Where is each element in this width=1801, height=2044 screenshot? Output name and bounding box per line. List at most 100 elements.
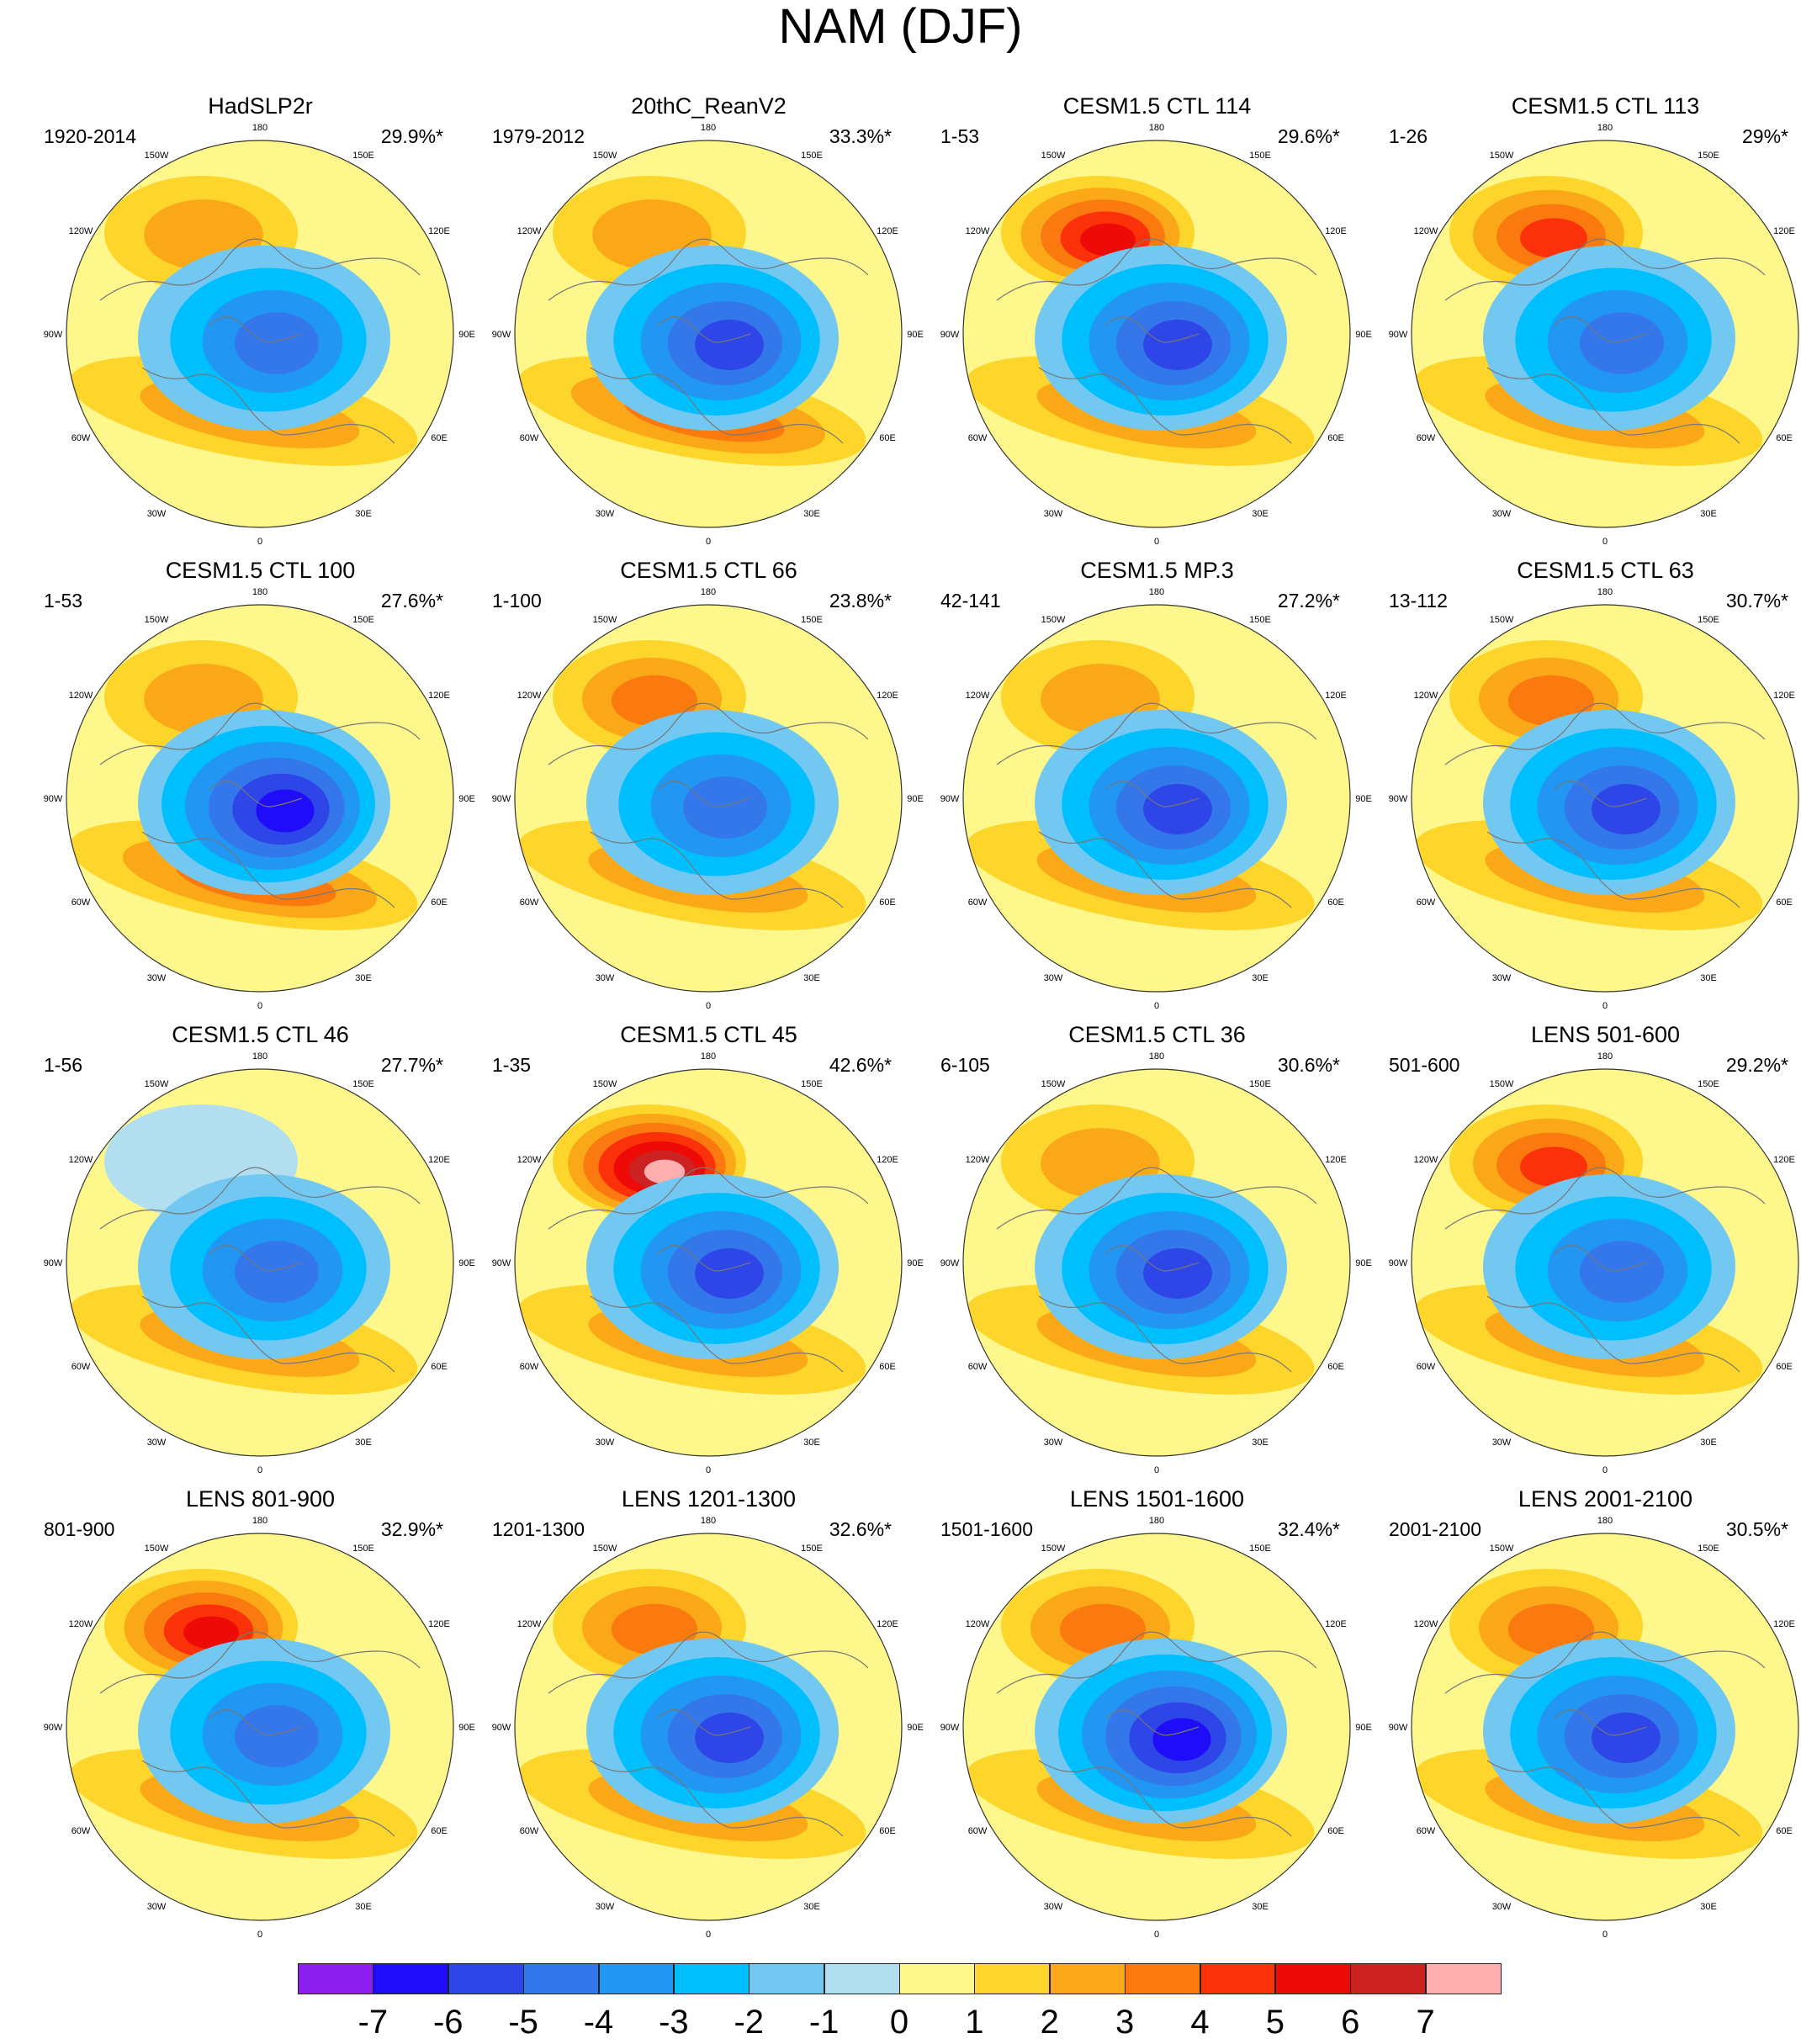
longitude-label: 90W	[44, 1723, 63, 1733]
panel: CESM1.5 CTL 46 1-56 27.7%* 180 150E 120E 90E 60…	[35, 1021, 485, 1486]
colorbar-label: -4	[583, 2004, 614, 2041]
longitude-label: 150E	[801, 151, 823, 161]
longitude-label: 150W	[1490, 615, 1514, 625]
longitude-label: 150W	[1490, 151, 1514, 161]
longitude-label: 30W	[1492, 973, 1512, 983]
longitude-label: 150W	[145, 615, 169, 625]
map-boundary	[1411, 140, 1799, 528]
longitude-label: 0	[706, 1465, 711, 1475]
longitude-label: 30W	[147, 1902, 167, 1912]
coastline	[996, 702, 1317, 908]
panel-variance: 27.2%*	[1277, 590, 1340, 612]
longitude-label: 150E	[1249, 615, 1271, 625]
longitude-label: 90W	[492, 1258, 511, 1268]
longitude-label: 120W	[966, 691, 990, 701]
arctic-contour	[695, 320, 764, 370]
polar-map: 180 150E 120E 90E 60E 30E 0 30W 60W 90W 120W 150W	[492, 123, 924, 547]
longitude-label: 150W	[145, 151, 169, 161]
longitude-label: 120W	[517, 1619, 542, 1629]
polar-map: 180 150E 120E 90E 60E 30E 0 30W 60W 90W 120W 150W	[492, 1051, 924, 1475]
longitude-label: 90E	[458, 330, 475, 340]
longitude-label: 0	[1602, 1001, 1608, 1011]
longitude-label: 0	[1154, 1930, 1159, 1940]
longitude-label: 60W	[520, 1362, 539, 1372]
longitude-label: 180	[1597, 1051, 1613, 1062]
longitude-label: 180	[252, 1051, 268, 1062]
panel-period: 801-900	[44, 1518, 115, 1540]
longitude-label: 150W	[593, 615, 617, 625]
longitude-label: 180	[1149, 1516, 1164, 1526]
longitude-label: 30E	[355, 1902, 372, 1912]
arctic-contour	[256, 789, 315, 833]
pacific-contour	[1507, 1603, 1595, 1655]
map-boundary	[962, 1068, 1351, 1457]
longitude-label: 150E	[801, 615, 823, 625]
pacific-contour	[644, 1159, 686, 1184]
colorbar-label: -2	[734, 2004, 765, 2041]
panel-period: 1920-2014	[44, 125, 136, 147]
longitude-label: 150E	[1698, 1544, 1719, 1554]
longitude-label: 90W	[940, 1723, 960, 1733]
colorbar-label: 5	[1265, 2004, 1285, 2041]
coastline	[99, 702, 421, 908]
longitude-label: 30E	[1700, 509, 1717, 519]
longitude-label: 90E	[1355, 1258, 1372, 1268]
panel-period: 1-56	[44, 1054, 83, 1076]
longitude-label: 0	[257, 1465, 262, 1475]
longitude-label: 90W	[492, 1723, 511, 1733]
panel-variance: 29.6%*	[1277, 125, 1340, 147]
arctic-contour	[235, 312, 319, 374]
longitude-label: 60W	[968, 898, 988, 908]
arctic-contour	[235, 1705, 319, 1767]
polar-map: 180 150E 120E 90E 60E 30E 0 30W 60W 90W 120W 150W	[940, 587, 1372, 1011]
colorbar-label: 6	[1341, 2004, 1360, 2041]
coastline	[1444, 1631, 1766, 1837]
panel-variance: 33.3%*	[829, 125, 892, 147]
colorbar-swatch	[1274, 1963, 1351, 1994]
longitude-label: 60W	[72, 1826, 91, 1836]
colorbar-label: 3	[1115, 2004, 1135, 2041]
panel-variance: 32.4%*	[1277, 1518, 1340, 1540]
longitude-label: 60E	[1776, 433, 1793, 443]
map-boundary	[962, 140, 1351, 528]
panel: LENS 801-900 801-900 32.9%* 180 150E 120E 90E 6…	[35, 1485, 485, 1951]
longitude-label: 120E	[1773, 1155, 1795, 1165]
pacific-contour	[1520, 1146, 1587, 1187]
longitude-label: 150E	[1249, 1079, 1271, 1089]
panel-period: 13-112	[1389, 590, 1448, 612]
longitude-label: 120E	[428, 691, 450, 701]
longitude-label: 120E	[428, 1155, 450, 1165]
colorbar-label: 2	[1040, 2004, 1059, 2041]
longitude-label: 90E	[907, 1723, 924, 1733]
longitude-label: 150W	[593, 1079, 617, 1089]
longitude-label: 150E	[801, 1544, 823, 1554]
map-boundary	[1411, 1533, 1799, 1921]
longitude-label: 60W	[520, 433, 539, 443]
panel-period: 1-26	[1389, 125, 1428, 147]
longitude-label: 180	[1597, 1516, 1613, 1526]
longitude-label: 150W	[593, 151, 617, 161]
longitude-label: 150W	[1490, 1544, 1514, 1554]
pacific-contour	[1059, 1603, 1147, 1655]
longitude-label: 30W	[1492, 1902, 1512, 1912]
panel: LENS 1201-1300 1201-1300 32.6%* 180 150E 120E…	[484, 1485, 934, 1951]
longitude-label: 60E	[879, 1826, 896, 1836]
panel-period: 2001-2100	[1389, 1518, 1481, 1540]
polar-map: 180 150E 120E 90E 60E 30E 0 30W 60W 90W 120W 150W	[492, 1516, 924, 1940]
longitude-label: 120E	[1325, 1155, 1347, 1165]
panel-variance: 29.2%*	[1725, 1054, 1788, 1076]
longitude-label: 30W	[596, 509, 615, 519]
longitude-label: 90W	[492, 330, 511, 340]
longitude-label: 30W	[1044, 973, 1063, 983]
panel-variance: 23.8%*	[829, 590, 892, 612]
polar-map: 180 150E 120E 90E 60E 30E 0 30W 60W 90W 120W 150W	[940, 1516, 1372, 1940]
coastline	[1444, 238, 1766, 444]
longitude-label: 180	[701, 1051, 716, 1062]
longitude-label: 120W	[966, 1155, 990, 1165]
arctic-contour	[1143, 1248, 1212, 1299]
coastline	[1444, 1167, 1766, 1373]
longitude-label: 0	[1154, 1001, 1159, 1011]
longitude-label: 180	[1149, 123, 1164, 133]
panel-variance: 30.6%*	[1277, 1054, 1340, 1076]
longitude-label: 120E	[1773, 1619, 1795, 1629]
